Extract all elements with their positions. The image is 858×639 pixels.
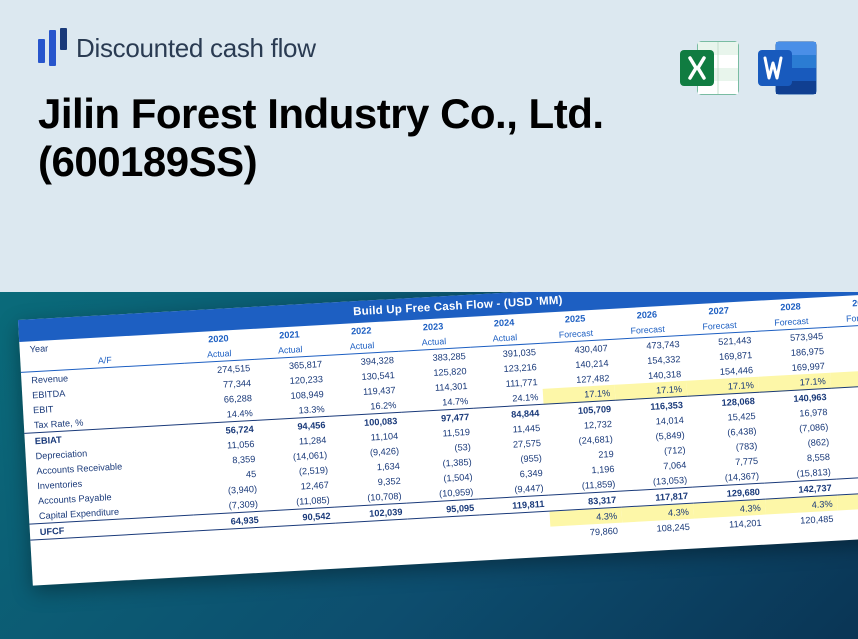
header-panel: Discounted cash flow Jilin Forest Indust…: [0, 0, 858, 292]
cell: [481, 542, 552, 561]
cell: 127,114: [839, 521, 858, 540]
cell: 157,109: [836, 475, 858, 495]
cell: 205,801: [829, 339, 858, 358]
cell: [409, 545, 482, 564]
word-icon[interactable]: [756, 38, 820, 98]
col-year: 2029: [826, 293, 858, 312]
cell: [767, 526, 840, 545]
cell: (7,800): [833, 415, 858, 434]
cell: [695, 530, 768, 549]
cell: 631,734: [828, 323, 858, 342]
cell: [551, 538, 624, 557]
cell: 17.1%: [830, 369, 858, 388]
cell: [338, 550, 411, 569]
spreadsheet-preview: Build Up Free Cash Flow - (USD 'MM) Year…: [0, 292, 858, 639]
cell: 4.3%: [837, 491, 858, 510]
cashflow-table: Year202020212022202320242025202620272028…: [19, 293, 858, 586]
cell: 18,688: [832, 400, 858, 419]
cell: 187,113: [829, 354, 858, 373]
excel-icon[interactable]: [678, 38, 742, 98]
brand-logo-icon: [38, 28, 66, 68]
cell: 155,156: [831, 384, 858, 403]
cell: (17,406): [835, 460, 858, 479]
brand-label: Discounted cash flow: [76, 33, 316, 64]
page-title: Jilin Forest Industry Co., Ltd. (600189S…: [38, 90, 618, 187]
app-icons: [678, 38, 820, 98]
cell: [196, 558, 267, 577]
cell: 9,420: [834, 445, 858, 464]
cell: [623, 534, 696, 553]
cell: (949): [834, 430, 858, 449]
spreadsheet: Build Up Free Cash Flow - (USD 'MM) Year…: [18, 292, 858, 586]
cell: [266, 554, 339, 573]
col-af: Forecast: [827, 308, 858, 327]
cell: 549,905: [838, 507, 858, 526]
